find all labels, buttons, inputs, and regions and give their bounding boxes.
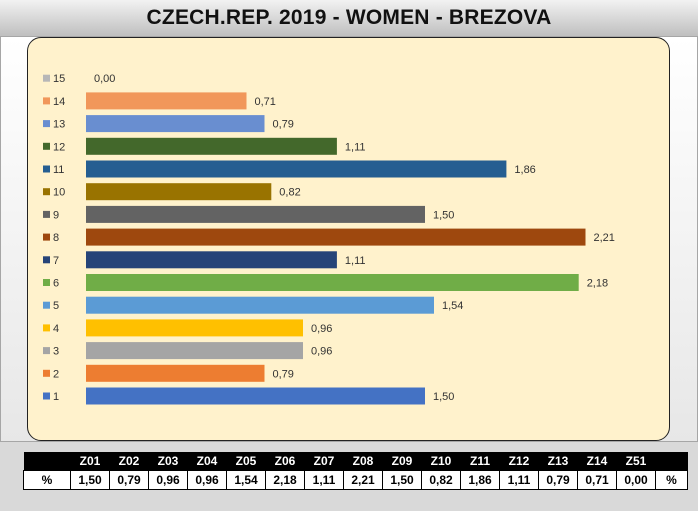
bar-4 xyxy=(86,319,303,337)
table-header-cell: Z05 xyxy=(226,452,266,471)
table-value-cell: 1,50 xyxy=(70,470,110,490)
bar-11 xyxy=(86,160,507,178)
data-label-14: 0,71 xyxy=(255,96,276,108)
legend-label-7: 7 xyxy=(53,255,59,267)
legend-label-9: 9 xyxy=(53,209,59,221)
table-header-cell: Z11 xyxy=(460,452,500,471)
data-label-9: 1,50 xyxy=(433,209,454,221)
legend-label-10: 10 xyxy=(53,187,65,199)
legend-label-2: 2 xyxy=(53,368,59,380)
legend-swatch-5 xyxy=(43,301,50,309)
table-header-cell: Z02 xyxy=(109,452,149,471)
table-values-row: % 1,50 0,79 0,96 0,96 1,54 2,18 1,11 2,21 1,50 0,8… xyxy=(23,470,688,490)
table-value-cell: 1,86 xyxy=(460,470,500,490)
legend-label-15: 15 xyxy=(53,73,65,85)
data-label-7: 1,11 xyxy=(345,255,366,267)
legend-swatch-10 xyxy=(43,188,50,196)
table-header-cell: Z14 xyxy=(577,452,617,471)
table-header-cell: Z06 xyxy=(265,452,305,471)
legend-swatch-11 xyxy=(43,165,50,173)
data-label-8: 2,21 xyxy=(594,232,615,244)
table-value-cell: 0,79 xyxy=(109,470,149,490)
bar-2 xyxy=(86,364,265,382)
table-header-cell: Z10 xyxy=(421,452,461,471)
legend-label-11: 11 xyxy=(53,164,64,176)
table-value-cell: % xyxy=(655,470,688,490)
table-value-cell: 0,00 xyxy=(616,470,656,490)
bar-6 xyxy=(86,274,579,291)
table-header-cell: Z51 xyxy=(616,452,656,471)
table-header-row: Z01 Z02 Z03 Z04 Z05 Z06 Z07 Z08 Z09 Z10 Z11 Z12 Z13 Z… xyxy=(23,452,688,471)
legend-swatch-2 xyxy=(43,369,50,377)
legend-label-5: 5 xyxy=(53,300,59,312)
legend-label-13: 13 xyxy=(53,119,65,131)
table-header-cell: Z01 xyxy=(70,452,110,471)
table-value-cell: 1,54 xyxy=(226,470,266,490)
legend-swatch-13 xyxy=(43,120,50,128)
table-value-cell: 2,18 xyxy=(265,470,305,490)
bar-3 xyxy=(86,342,303,360)
table-header-cell xyxy=(23,452,71,471)
data-label-4: 0,96 xyxy=(311,323,332,335)
table-value-cell: 1,50 xyxy=(382,470,422,490)
legend-swatch-7 xyxy=(43,256,50,264)
bar-chart: 1,50 1 0,79 2 0,96 3 0,96 4 1,54 5 2,18 6 1,11 7 2,21 8… xyxy=(43,73,615,405)
bar-1 xyxy=(86,387,425,405)
table-header-cell: Z07 xyxy=(304,452,344,471)
bar-13 xyxy=(86,115,265,133)
table-value-cell: 0,71 xyxy=(577,470,617,490)
legend-swatch-14 xyxy=(43,97,50,105)
data-label-15: 0,00 xyxy=(94,73,115,85)
table-value-cell: 1,11 xyxy=(304,470,344,490)
data-label-13: 0,79 xyxy=(273,119,294,131)
table-value-cell: % xyxy=(23,470,71,490)
legend-swatch-15 xyxy=(43,74,50,82)
data-label-6: 2,18 xyxy=(587,278,608,290)
data-label-11: 1,86 xyxy=(514,164,535,176)
bar-8 xyxy=(86,228,586,246)
table-value-cell: 0,82 xyxy=(421,470,461,490)
data-label-12: 1,11 xyxy=(345,141,366,153)
table-header-cell xyxy=(655,452,688,471)
data-label-3: 0,96 xyxy=(311,346,332,358)
table-value-cell: 0,79 xyxy=(538,470,578,490)
table-header-cell: Z04 xyxy=(187,452,227,471)
legend-swatch-9 xyxy=(43,210,50,218)
data-label-2: 0,79 xyxy=(273,368,294,380)
legend-label-8: 8 xyxy=(53,232,59,244)
legend-label-3: 3 xyxy=(53,346,59,358)
table-header-cell: Z09 xyxy=(382,452,422,471)
legend-swatch-12 xyxy=(43,142,50,150)
bar-14 xyxy=(86,92,247,110)
table-header-cell: Z03 xyxy=(148,452,188,471)
bar-5 xyxy=(86,296,434,314)
bar-9 xyxy=(86,205,425,223)
legend-swatch-6 xyxy=(43,279,50,286)
legend-swatch-8 xyxy=(43,233,50,241)
bar-10 xyxy=(86,183,272,201)
legend-label-12: 12 xyxy=(53,141,65,153)
legend-label-1: 1 xyxy=(53,391,59,403)
legend-swatch-4 xyxy=(43,324,50,332)
table-value-cell: 2,21 xyxy=(343,470,383,490)
table-header-cell: Z12 xyxy=(499,452,539,471)
table-value-cell: 0,96 xyxy=(148,470,188,490)
data-table: Z01 Z02 Z03 Z04 Z05 Z06 Z07 Z08 Z09 Z10 Z11 Z12 Z13 Z… xyxy=(23,452,688,490)
legend-label-14: 14 xyxy=(53,96,65,108)
chart-title: CZECH.REP. 2019 - WOMEN - BREZOVA xyxy=(146,6,552,29)
title-bar: CZECH.REP. 2019 - WOMEN - BREZOVA xyxy=(0,0,698,36)
table-header-cell: Z13 xyxy=(538,452,578,471)
legend-label-6: 6 xyxy=(53,278,59,290)
legend-swatch-1 xyxy=(43,392,50,400)
legend-label-4: 4 xyxy=(53,323,59,335)
data-label-1: 1,50 xyxy=(433,391,454,403)
table-value-cell: 0,96 xyxy=(187,470,227,490)
data-label-5: 1,54 xyxy=(442,300,463,312)
bar-7 xyxy=(86,251,337,269)
legend-swatch-3 xyxy=(43,347,50,355)
data-label-10: 0,82 xyxy=(279,187,300,199)
table-header-cell: Z08 xyxy=(343,452,383,471)
bar-12 xyxy=(86,137,337,155)
table-value-cell: 1,11 xyxy=(499,470,539,490)
